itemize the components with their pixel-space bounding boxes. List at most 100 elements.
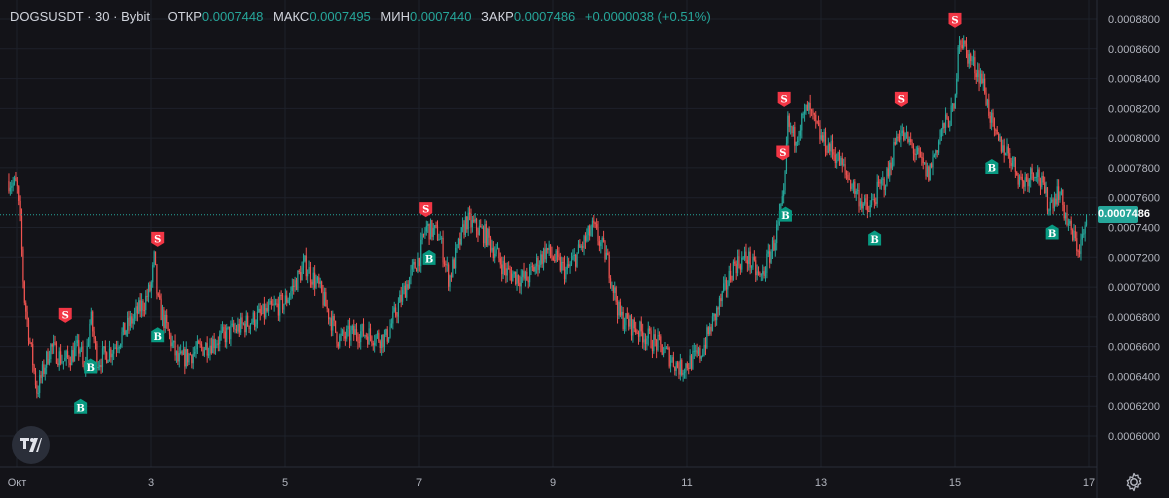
candle-body xyxy=(177,351,179,362)
candle-body xyxy=(908,139,910,142)
candle-body xyxy=(692,351,694,369)
candle-body xyxy=(166,314,168,323)
candle-body xyxy=(714,313,716,321)
candle-body xyxy=(1014,157,1016,172)
candle-body xyxy=(388,337,390,342)
candle-body xyxy=(586,235,588,242)
candle-body xyxy=(314,272,316,288)
candle-body xyxy=(358,341,360,343)
signal-marker-shape xyxy=(419,202,433,218)
candle-body xyxy=(127,317,129,331)
candle-body xyxy=(584,236,587,242)
signal-marker-shape xyxy=(985,158,999,174)
candle-body xyxy=(942,123,944,129)
candle-body xyxy=(1080,239,1082,254)
candle-body xyxy=(54,342,56,344)
candle-body xyxy=(34,370,37,386)
candle-body xyxy=(533,267,535,272)
candle-body xyxy=(824,131,827,152)
candle-body xyxy=(478,225,480,235)
candle-body xyxy=(168,330,171,335)
candle-body xyxy=(367,336,369,345)
candle-body xyxy=(13,177,16,183)
candle-body xyxy=(383,335,386,348)
price-tick-label: 0.0007600 xyxy=(1108,193,1160,205)
candle-body xyxy=(608,254,610,279)
signal-marker-label: B xyxy=(425,254,433,265)
candle-body xyxy=(864,198,866,204)
candle-body xyxy=(159,295,161,299)
candle-body xyxy=(880,179,882,184)
candle-body xyxy=(189,354,192,356)
candle-body xyxy=(998,134,1000,141)
candle-body xyxy=(37,392,39,394)
candle-body xyxy=(803,109,806,114)
open-label: ОТКР xyxy=(167,9,202,24)
candle-body xyxy=(1010,162,1012,166)
symbol-name[interactable]: DOGSUSDT xyxy=(10,9,84,24)
candle-body xyxy=(757,271,760,273)
candle-body xyxy=(884,186,887,190)
candle-body xyxy=(1039,181,1042,188)
candle-body xyxy=(695,350,697,352)
candle-body xyxy=(889,162,891,177)
candle-body xyxy=(547,247,549,251)
interval-label[interactable]: 30 xyxy=(95,9,110,24)
candle-body xyxy=(336,332,338,344)
candle-body xyxy=(590,230,592,236)
candle-body xyxy=(270,300,272,305)
candle-body xyxy=(152,264,154,283)
candle-body xyxy=(739,265,741,270)
candle-body xyxy=(1084,225,1086,234)
candle-body xyxy=(323,292,326,306)
candle-body xyxy=(661,344,663,355)
candle-body xyxy=(286,295,288,303)
gear-icon[interactable] xyxy=(1124,472,1144,492)
candle-body xyxy=(1048,210,1050,212)
candle-body xyxy=(9,187,11,192)
candle-body xyxy=(925,162,927,177)
candle-body xyxy=(170,334,172,347)
candle-body xyxy=(653,334,655,352)
candle-body xyxy=(97,366,99,369)
candlestick-series xyxy=(8,35,1088,399)
candle-body xyxy=(206,343,208,356)
candle-body xyxy=(742,257,744,259)
candle-body xyxy=(594,222,596,225)
candle-body xyxy=(1038,169,1040,182)
candle-body xyxy=(995,129,997,131)
time-axis[interactable]: Окт 3 5 7 9 11 13 15 17 xyxy=(8,477,1095,489)
candle-body xyxy=(436,225,439,241)
sell-signal-marker: S xyxy=(151,231,165,247)
candle-body xyxy=(385,329,387,336)
candle-body xyxy=(207,353,210,356)
candle-body xyxy=(750,266,753,268)
candle-body xyxy=(287,299,289,303)
candle-body xyxy=(522,270,524,277)
candle-body xyxy=(60,351,62,364)
candle-body xyxy=(683,371,686,374)
candle-body xyxy=(820,135,822,140)
candle-body xyxy=(524,271,527,279)
tradingview-logo-icon[interactable] xyxy=(12,426,50,464)
candle-body xyxy=(185,349,187,367)
candle-body xyxy=(406,284,408,298)
signal-marker-label: S xyxy=(951,15,958,26)
candle-body xyxy=(629,315,631,327)
candle-body xyxy=(693,350,695,352)
candle-body xyxy=(294,280,296,287)
candle-body xyxy=(488,228,490,238)
candle-body xyxy=(663,352,665,355)
candle-body xyxy=(727,285,729,290)
candle-body xyxy=(780,204,782,212)
candle-body xyxy=(873,199,875,203)
candle-body xyxy=(1017,175,1019,185)
candle-body xyxy=(974,57,976,74)
candle-body xyxy=(337,343,339,347)
candle-body xyxy=(153,251,155,265)
candle-body xyxy=(184,349,186,367)
candle-body xyxy=(468,212,471,215)
candle-body xyxy=(418,258,420,267)
price-axis[interactable]: 0.0008800 0.0008600 0.0008400 0.0008200 0.00… xyxy=(1108,14,1160,443)
